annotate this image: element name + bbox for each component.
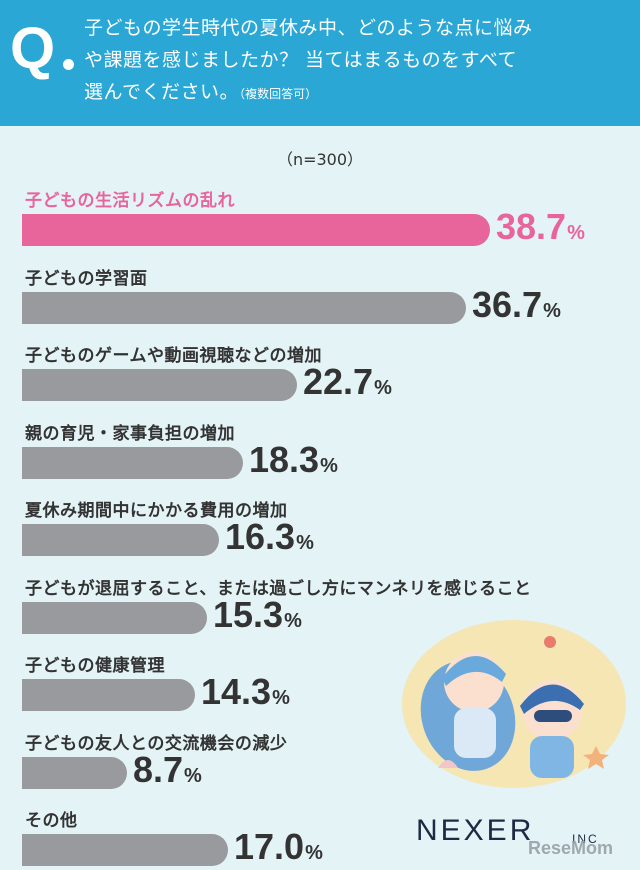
value-unit: %: [320, 454, 338, 477]
category-label: 子どもの健康管理: [25, 656, 165, 676]
bar: [22, 446, 243, 479]
value-label: 17.0%: [234, 826, 323, 868]
crab: [544, 636, 556, 648]
category-label: 子どもの友人との交流機会の減少: [25, 733, 288, 754]
value-unit: %: [305, 842, 323, 864]
value-label: 38.7%: [496, 206, 585, 248]
value-number: 38.7: [496, 206, 567, 247]
value-label: 15.3%: [213, 594, 302, 636]
value-label: 8.7%: [133, 749, 202, 791]
category-label: 夏休み期間中にかかる費用の増加: [25, 501, 288, 521]
category-label: 子どものゲームや動画視聴などの増加: [25, 346, 322, 366]
question-header: Q 子どもの学生時代の夏休み中、どのような点に悩み や課題を感じましたか？ 当て…: [0, 0, 640, 126]
value-number: 22.7: [303, 361, 374, 402]
nexer-logo: NEXER: [416, 814, 535, 847]
value-unit: %: [543, 299, 561, 322]
bar: [22, 679, 195, 711]
sample-size-note: （n=300）: [276, 150, 364, 169]
value-label: 36.7%: [472, 284, 561, 326]
category-label: 子どもの生活リズムの乱れ: [25, 191, 235, 211]
value-label: 14.3%: [201, 671, 290, 713]
bar: [22, 524, 219, 556]
bar: [22, 756, 127, 789]
question-line-2: や課題を感じましたか？ 当てはまるものをすべて: [84, 49, 518, 71]
child-right-goggles: [534, 710, 572, 722]
category-label: 子どもの学習面: [25, 268, 148, 289]
question-note: （複数回答可）: [239, 87, 318, 101]
value-number: 17.0: [234, 826, 305, 867]
category-label: 子どもが退屈すること、または過ごし方にマンネリを感じること: [25, 578, 532, 599]
value-unit: %: [272, 687, 290, 709]
bar: [22, 291, 466, 324]
bar: [22, 601, 207, 634]
child-left-body: [454, 708, 496, 758]
question-line-3: 選んでください。（複数回答可）: [84, 76, 632, 110]
value-unit: %: [184, 764, 202, 787]
value-unit: %: [374, 377, 392, 399]
seashell: [438, 760, 458, 768]
children-beach-illustration: [402, 620, 626, 788]
category-label: その他: [25, 811, 78, 831]
question-mark-dot: [63, 59, 74, 70]
nexer-logo-suffix: INC: [572, 832, 599, 846]
resemom-watermark: ReseMom: [528, 838, 614, 858]
value-label: 22.7%: [303, 361, 392, 403]
starfish: [583, 746, 609, 769]
child-right-cap: [520, 684, 584, 714]
value-number: 8.7: [133, 748, 184, 790]
value-unit: %: [296, 532, 314, 554]
value-number: 15.3: [213, 593, 284, 635]
category-label: 親の育児・家事負担の増加: [25, 423, 235, 444]
bar: [22, 834, 228, 866]
child-right-body: [530, 736, 574, 778]
bar: [22, 214, 490, 246]
value-number: 14.3: [201, 671, 272, 712]
value-label: 16.3%: [225, 516, 314, 558]
question-line-3-text: 選んでください。: [84, 81, 240, 103]
value-unit: %: [284, 609, 302, 632]
value-number: 18.3: [249, 438, 320, 480]
child-left-hat: [442, 655, 506, 686]
question-text: 子どもの学生時代の夏休み中、どのような点に悩み や課題を感じましたか？ 当てはま…: [84, 12, 632, 110]
question-mark: Q: [10, 16, 56, 81]
bar: [22, 369, 297, 401]
value-label: 18.3%: [249, 439, 338, 481]
value-number: 36.7: [472, 283, 543, 325]
question-line-1: 子どもの学生時代の夏休み中、どのような点に悩み: [84, 17, 533, 39]
value-number: 16.3: [225, 516, 296, 557]
value-unit: %: [567, 222, 585, 244]
